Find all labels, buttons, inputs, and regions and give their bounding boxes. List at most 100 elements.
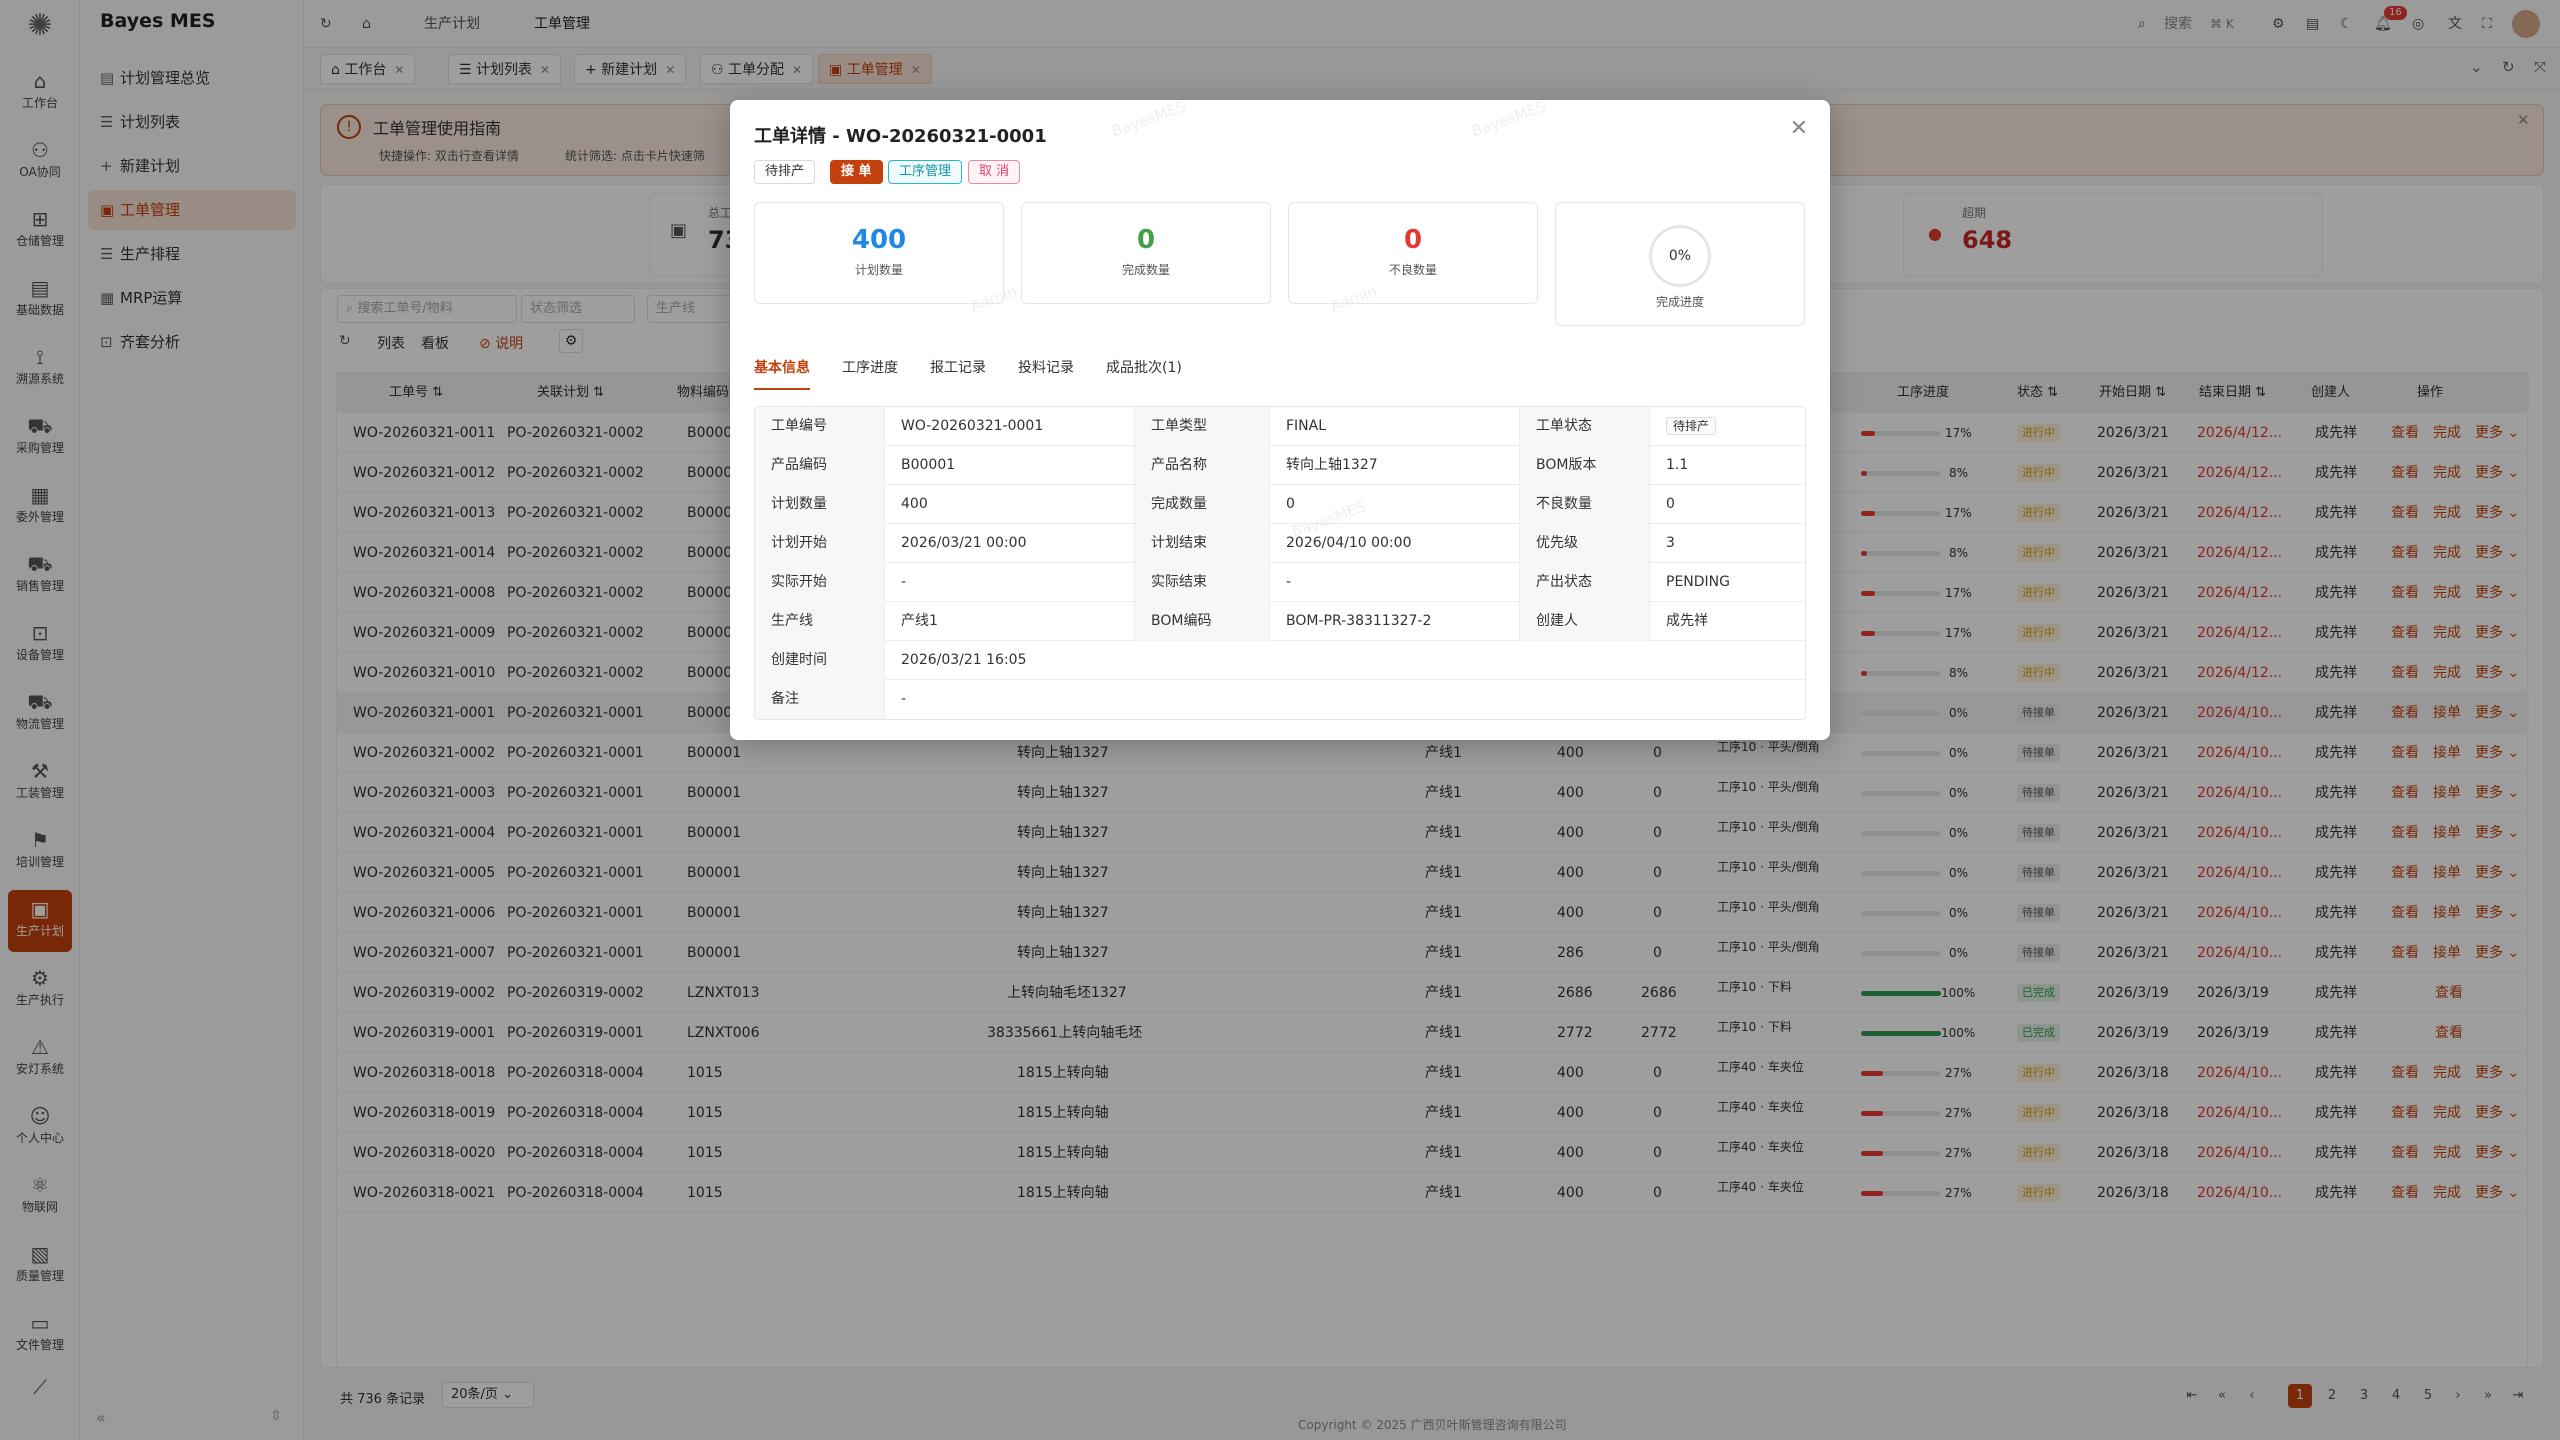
rail-item-10[interactable]: ⚒ 工装管理 (8, 752, 72, 814)
pager-nav-icon[interactable]: ⇤ (2186, 1388, 2198, 1403)
column-settings-icon[interactable]: ⚙ (559, 329, 583, 353)
tabs-refresh-icon[interactable]: ↻ (2502, 58, 2515, 76)
search-trigger[interactable]: 搜索 (2164, 16, 2192, 32)
more-action[interactable]: 更多 ⌄ (2475, 1105, 2520, 1121)
view-action[interactable]: 查看 (2391, 905, 2419, 921)
rail-item-11[interactable]: ⚑ 培训管理 (8, 821, 72, 883)
row-action[interactable]: 接单 (2433, 905, 2461, 921)
view-action[interactable]: 查看 (2391, 825, 2419, 841)
rail-item-4[interactable]: ⟟ 溯源系统 (8, 338, 72, 400)
table-row[interactable]: WO-20260321-0005 PO-20260321-0001 B00001 转向… (337, 853, 2529, 893)
row-action[interactable]: 完成 (2433, 1145, 2461, 1161)
table-header-4[interactable]: 状态 ⇅ (2017, 373, 2059, 413)
rail-item-13[interactable]: ⚙ 生产执行 (8, 959, 72, 1021)
more-action[interactable]: 更多 ⌄ (2475, 625, 2520, 641)
rail-item-16[interactable]: ⚛ 物联网 (8, 1166, 72, 1228)
modal-action-1[interactable]: 接 单 (830, 160, 883, 184)
page-3[interactable]: 3 (2359, 1388, 2369, 1403)
view-board-toggle[interactable]: 看板 (421, 336, 449, 352)
table-row[interactable]: WO-20260321-0013 PO-20260321-0002 B0000 17%… (337, 493, 2529, 533)
row-action[interactable]: 接单 (2433, 705, 2461, 721)
view-action[interactable]: 查看 (2391, 945, 2419, 961)
rail-item-18[interactable]: ▭ 文件管理 (8, 1304, 72, 1366)
search-icon[interactable]: ⌕ (2138, 16, 2146, 32)
more-action[interactable]: 更多 ⌄ (2475, 1185, 2520, 1201)
tab-close-icon[interactable]: ✕ (665, 63, 676, 77)
rail-item-9[interactable]: ⛟ 物流管理 (8, 683, 72, 745)
help-link[interactable]: ⊘ 说明 (479, 333, 523, 353)
pager-nav-icon[interactable]: › (2455, 1388, 2461, 1403)
tab-close-icon[interactable]: ✕ (540, 63, 551, 77)
rail-item-14[interactable]: ⚠ 安灯系统 (8, 1028, 72, 1090)
more-action[interactable]: 更多 ⌄ (2475, 1065, 2520, 1081)
view-action[interactable]: 查看 (2391, 1185, 2419, 1201)
view-action[interactable]: 查看 (2391, 1145, 2419, 1161)
side-item-1[interactable]: ☰ 计划列表 (88, 102, 296, 142)
side-item-0[interactable]: ▤ 计划管理总览 (88, 58, 296, 98)
close-icon[interactable]: ✕ (1789, 116, 1808, 141)
table-header-6[interactable]: 结束日期 ⇅ (2199, 373, 2267, 413)
breadcrumb-1[interactable]: 生产计划 (424, 16, 480, 32)
side-item-5[interactable]: ▦ MRP运算 (88, 278, 296, 318)
page-5[interactable]: 5 (2423, 1388, 2433, 1403)
table-row[interactable]: WO-20260321-0003 PO-20260321-0001 B00001 转向… (337, 773, 2529, 813)
page-size-select[interactable]: 20条/页 ⌄ (442, 1382, 534, 1408)
modal-tab-1[interactable]: 工序进度 (842, 360, 898, 376)
search-input[interactable]: ⌕ 搜索工单号/物料 (337, 295, 517, 323)
more-action[interactable]: 更多 ⌄ (2475, 505, 2520, 521)
table-row[interactable]: WO-20260321-0004 PO-20260321-0001 B00001 转向… (337, 813, 2529, 853)
view-action[interactable]: 查看 (2391, 625, 2419, 641)
rail-item-15[interactable]: ☺ 个人中心 (8, 1097, 72, 1159)
table-row[interactable]: WO-20260321-0007 PO-20260321-0001 B00001 转向… (337, 933, 2529, 973)
bell-icon[interactable]: 🔔︎ (2374, 16, 2392, 32)
table-row[interactable]: WO-20260321-0006 PO-20260321-0001 B00001 转向… (337, 893, 2529, 933)
modal-tab-3[interactable]: 投料记录 (1018, 360, 1074, 376)
table-row[interactable]: WO-20260319-0002 PO-20260319-0002 LZNXT013… (337, 973, 2529, 1013)
page-1[interactable]: 1 (2288, 1384, 2312, 1408)
rail-item-0[interactable]: ⌂ 工作台 (8, 62, 72, 124)
rail-item-6[interactable]: ▦ 委外管理 (8, 476, 72, 538)
fullscreen-icon[interactable]: ⛶ (2482, 16, 2492, 32)
table-header-5[interactable]: 开始日期 ⇅ (2099, 373, 2167, 413)
row-action[interactable]: 接单 (2433, 825, 2461, 841)
tab-3[interactable]: ⚇ 工单分配 ✕ (700, 54, 814, 84)
view-action[interactable]: 查看 (2391, 665, 2419, 681)
page-4[interactable]: 4 (2391, 1388, 2401, 1403)
avatar[interactable] (2512, 10, 2540, 38)
theme-moon-icon[interactable]: ☾ (2340, 16, 2353, 32)
row-action[interactable]: 完成 (2433, 545, 2461, 561)
tabs-dropdown-icon[interactable]: ⌄ (2470, 58, 2483, 76)
pager-nav-icon[interactable]: « (2218, 1388, 2226, 1403)
row-action[interactable]: 完成 (2433, 585, 2461, 601)
tab-close-icon[interactable]: ✕ (394, 63, 405, 77)
side-item-3[interactable]: ▣ 工单管理 (88, 190, 296, 230)
stat-card-overdue[interactable]: ● 超期 648 (1903, 193, 2323, 277)
row-action[interactable]: 接单 (2433, 945, 2461, 961)
table-row[interactable]: WO-20260318-0019 PO-20260318-0004 1015 1815… (337, 1093, 2529, 1133)
more-action[interactable]: 更多 ⌄ (2475, 1145, 2520, 1161)
table-row[interactable]: WO-20260318-0018 PO-20260318-0004 1015 1815… (337, 1053, 2529, 1093)
tab-0[interactable]: ⌂ 工作台 ✕ (320, 54, 416, 84)
table-header-3[interactable]: 工序进度 (1897, 373, 1950, 413)
rail-item-12[interactable]: ▣ 生产计划 (8, 890, 72, 952)
rail-item-1[interactable]: ⚇ OA协同 (8, 131, 72, 193)
modal-action-3[interactable]: 取 消 (968, 160, 1021, 184)
inbox-icon[interactable]: ▤ (2306, 16, 2320, 32)
more-action[interactable]: 更多 ⌄ (2475, 825, 2520, 841)
tab-1[interactable]: ☰ 计划列表 ✕ (448, 54, 562, 84)
side-item-6[interactable]: ⊡ 齐套分析 (88, 322, 296, 362)
table-row[interactable]: WO-20260319-0001 PO-20260319-0001 LZNXT006… (337, 1013, 2529, 1053)
row-action[interactable]: 接单 (2433, 745, 2461, 761)
view-action[interactable]: 查看 (2391, 585, 2419, 601)
tab-4[interactable]: ▣ 工单管理 ✕ (818, 54, 932, 84)
modal-tab-4[interactable]: 成品批次(1) (1106, 360, 1182, 376)
side-item-4[interactable]: ☰ 生产排程 (88, 234, 296, 274)
more-action[interactable]: 更多 ⌄ (2475, 745, 2520, 761)
row-action[interactable]: 完成 (2433, 465, 2461, 481)
more-action[interactable]: 更多 ⌄ (2475, 545, 2520, 561)
row-action[interactable]: 完成 (2433, 425, 2461, 441)
more-action[interactable]: 更多 ⌄ (2475, 905, 2520, 921)
refresh-icon[interactable]: ↻ (320, 16, 332, 32)
tab-close-icon[interactable]: ✕ (792, 63, 803, 77)
row-action[interactable]: 完成 (2433, 1185, 2461, 1201)
